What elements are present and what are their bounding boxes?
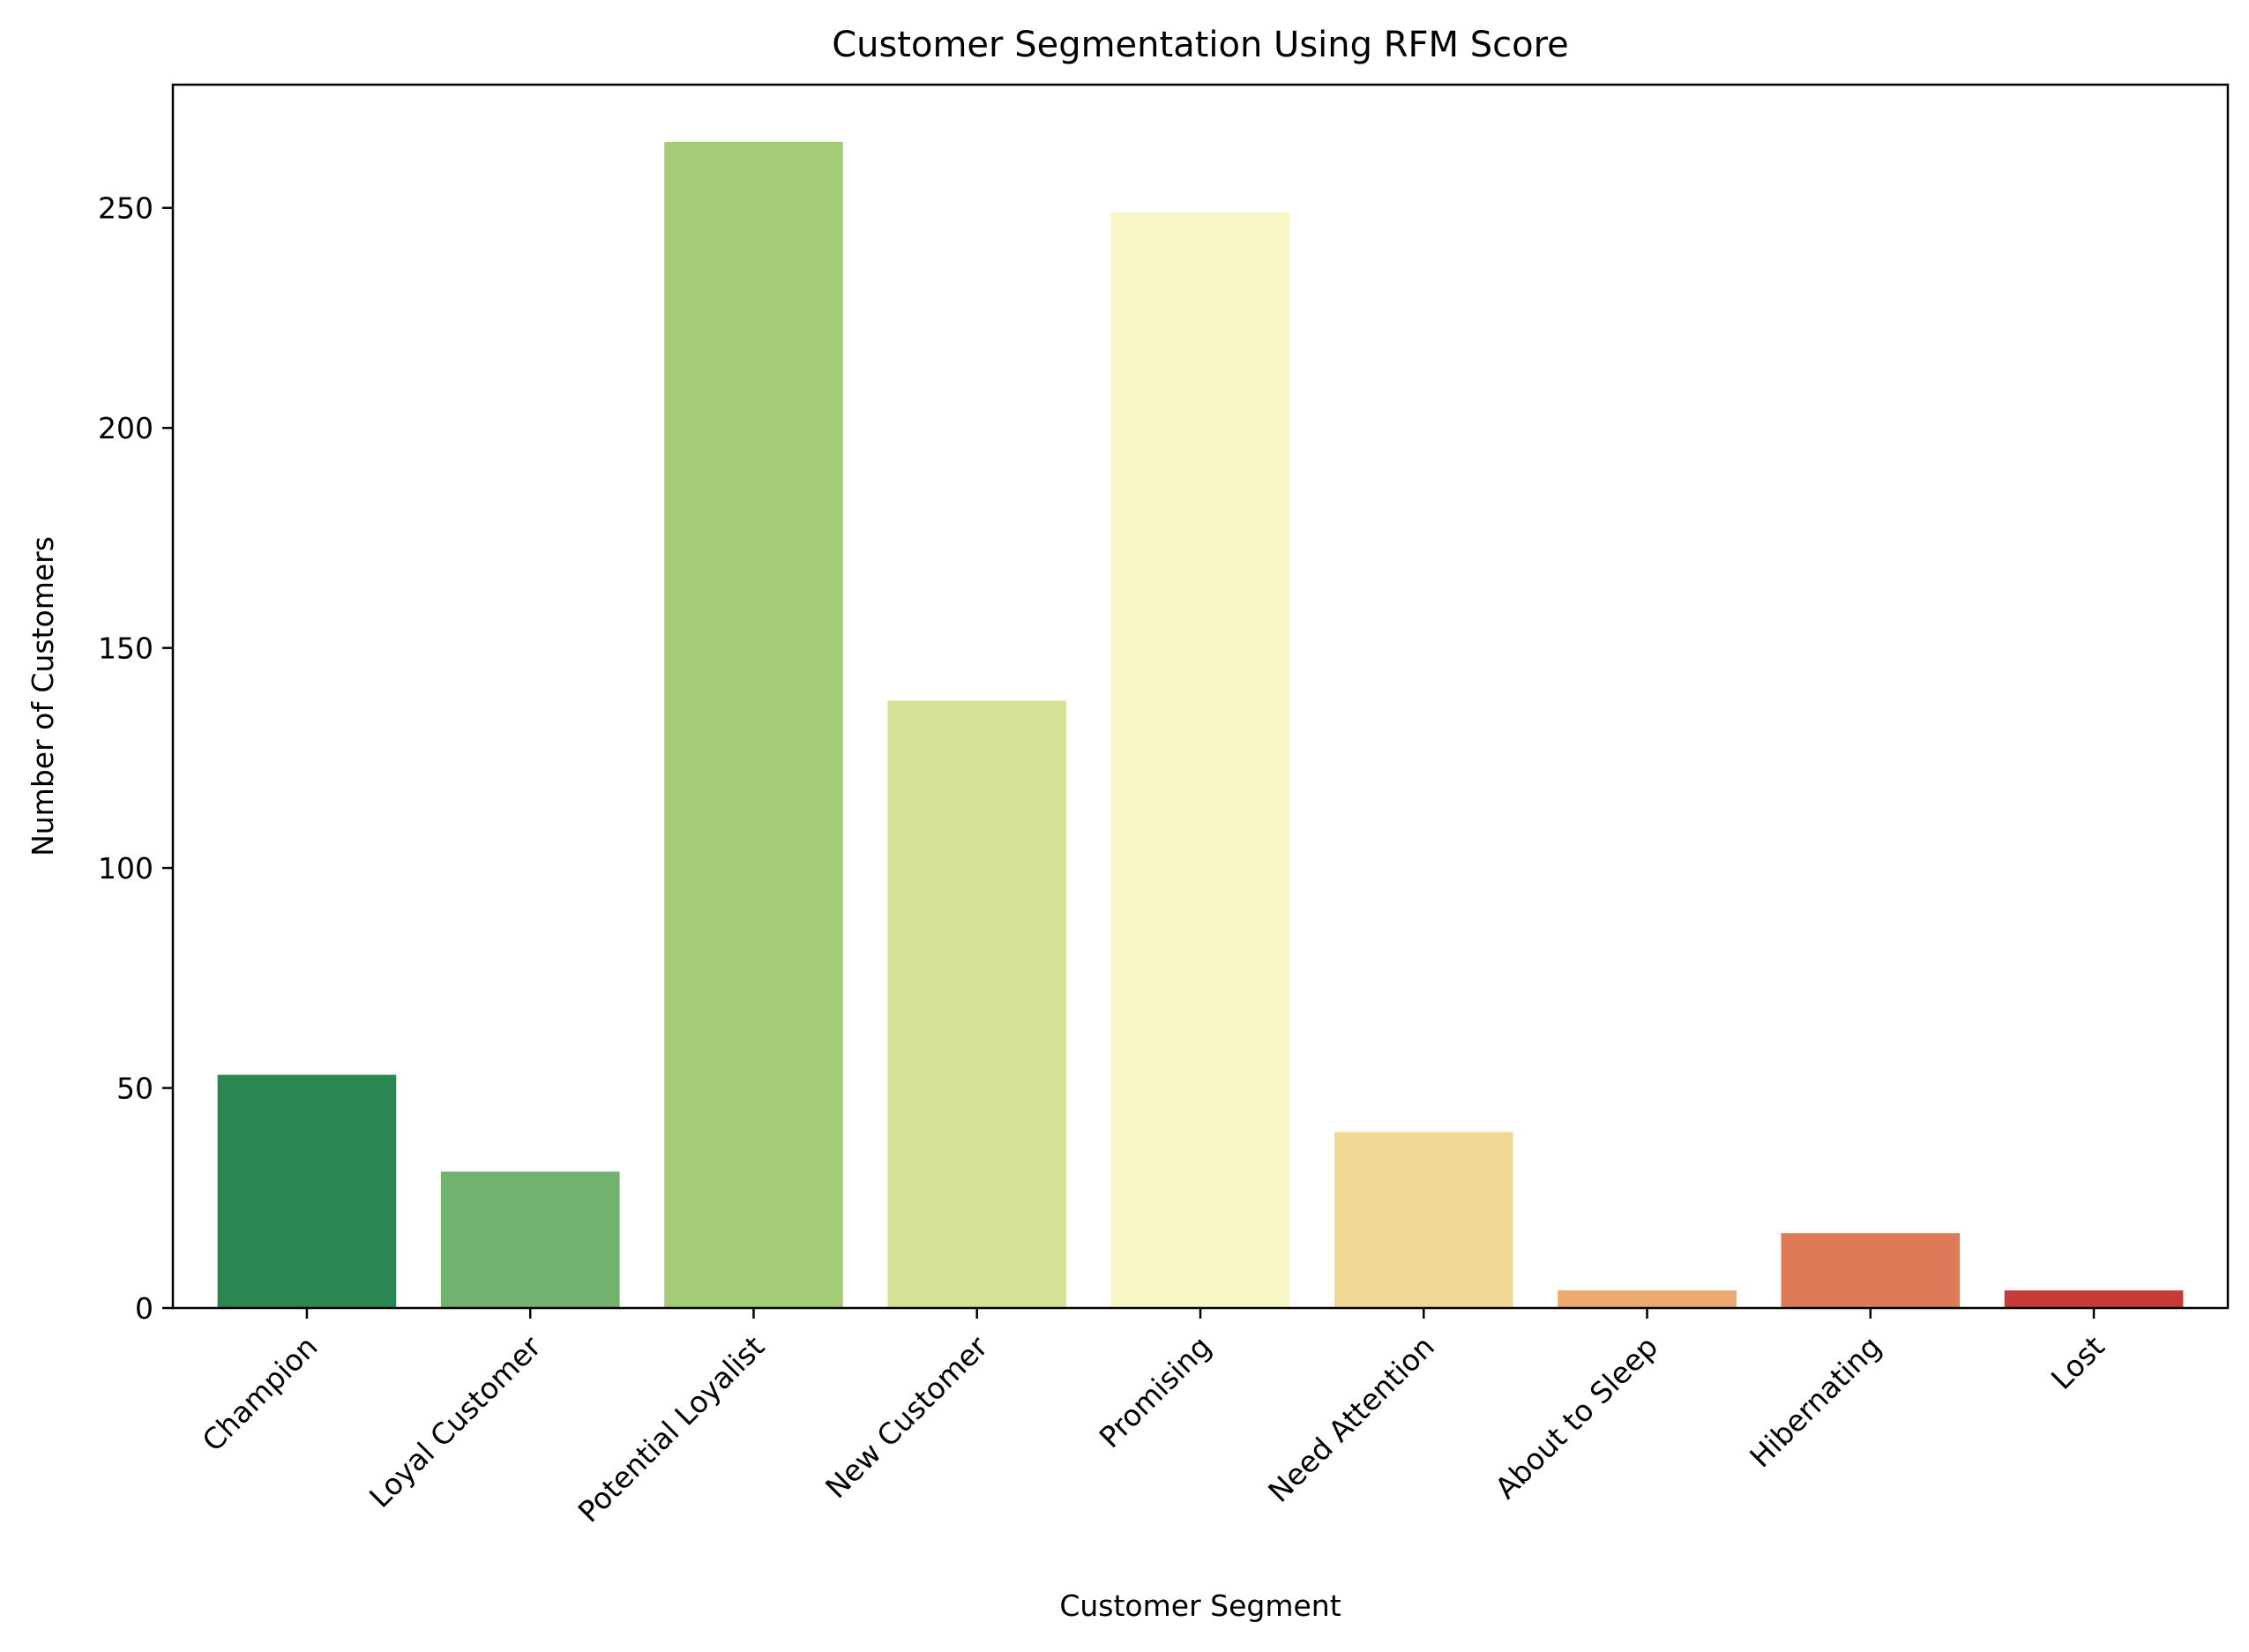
x-axis-label: Customer Segment bbox=[1059, 1588, 1341, 1623]
x-tick-label: Need Attention bbox=[1261, 1329, 1441, 1509]
bar-promising bbox=[1110, 212, 1290, 1309]
bar-lost bbox=[2004, 1290, 2184, 1308]
bars-group bbox=[217, 141, 2184, 1309]
bar-need-attention bbox=[1334, 1132, 1513, 1308]
y-tick-label: 50 bbox=[116, 1072, 153, 1106]
bar-loyal-customer bbox=[440, 1171, 620, 1308]
x-tick-label: About to Sleep bbox=[1489, 1329, 1665, 1506]
y-tick-label: 150 bbox=[98, 632, 153, 666]
y-axis-label: Number of Customers bbox=[26, 536, 60, 856]
y-tick-label: 250 bbox=[98, 191, 153, 226]
bar-champion bbox=[217, 1074, 397, 1308]
bar-about-to-sleep bbox=[1558, 1290, 1737, 1308]
x-tick-label: Promising bbox=[1093, 1329, 1218, 1454]
bar-hibernating bbox=[1781, 1233, 1961, 1308]
x-axis: Champion Loyal Customer Potential Loyalist… bbox=[196, 1308, 2111, 1529]
x-tick-label: Lost bbox=[2044, 1329, 2111, 1396]
y-tick-label: 200 bbox=[98, 411, 153, 445]
x-tick-label: Hibernating bbox=[1743, 1329, 1887, 1474]
x-tick-label: Potential Loyalist bbox=[572, 1329, 772, 1529]
bar-new-customer bbox=[887, 700, 1067, 1308]
chart-title: Customer Segmentation Using RFM Score bbox=[832, 25, 1569, 65]
bar-potential-loyalist bbox=[664, 141, 843, 1308]
y-tick-label: 0 bbox=[135, 1291, 153, 1326]
x-tick-label: Loyal Customer bbox=[362, 1329, 548, 1514]
plot-frame bbox=[171, 83, 2230, 1310]
y-tick-label: 100 bbox=[98, 851, 153, 886]
x-tick-label: Champion bbox=[196, 1329, 325, 1458]
x-tick-label: New Customer bbox=[818, 1329, 995, 1506]
y-axis: 0 50 100 150 200 250 bbox=[98, 191, 173, 1326]
